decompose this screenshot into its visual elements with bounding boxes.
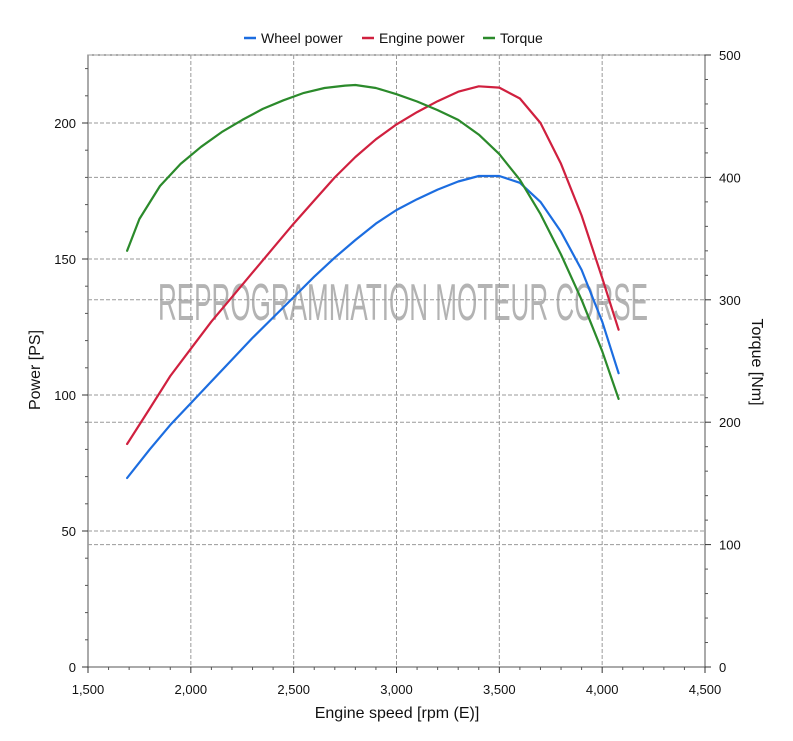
y-axis-left: 0 50 100 150 200 bbox=[54, 68, 88, 675]
y-right-tick-label: 400 bbox=[719, 170, 741, 185]
series-line-engine-power bbox=[125, 85, 620, 446]
series-line-torque bbox=[125, 83, 620, 400]
x-axis-title: Engine speed [rpm (E)] bbox=[315, 705, 480, 722]
watermark: REPROGRAMMATION MOTEUR CORSE bbox=[158, 274, 648, 332]
y-left-tick-label: 50 bbox=[62, 524, 76, 539]
legend-label-torque: Torque bbox=[500, 30, 543, 46]
legend-label-engine-power: Engine power bbox=[379, 30, 465, 46]
x-tick-label: 1,500 bbox=[72, 682, 105, 697]
x-tick-label: 2,000 bbox=[175, 682, 208, 697]
y-right-tick-label: 500 bbox=[719, 48, 741, 63]
y-left-tick-label: 150 bbox=[54, 252, 76, 267]
x-tick-label: 3,500 bbox=[483, 682, 516, 697]
x-axis: 1,500 2,000 2,500 3,000 3,500 4,000 4,500 bbox=[72, 667, 722, 697]
y-left-tick-label: 200 bbox=[54, 116, 76, 131]
watermark-text: REPROGRAMMATION MOTEUR CORSE bbox=[158, 274, 648, 332]
y-axis-left-title: Power [PS] bbox=[27, 330, 44, 410]
y-left-tick-label: 0 bbox=[69, 660, 76, 675]
x-tick-label: 4,000 bbox=[586, 682, 619, 697]
y-right-tick-label: 0 bbox=[719, 660, 726, 675]
x-tick-label: 3,000 bbox=[380, 682, 413, 697]
y-axis-right: 0 100 200 300 400 500 bbox=[705, 48, 741, 675]
y-right-tick-label: 200 bbox=[719, 415, 741, 430]
x-tick-label: 4,500 bbox=[689, 682, 722, 697]
grid-lines bbox=[88, 54, 705, 667]
series-line-wheel-power bbox=[125, 174, 620, 480]
x-tick-label: 2,500 bbox=[277, 682, 310, 697]
legend: Wheel power Engine power Torque bbox=[244, 30, 543, 46]
series-lines bbox=[125, 83, 620, 480]
y-axis-right-title: Torque [Nm] bbox=[748, 318, 765, 405]
y-right-tick-label: 300 bbox=[719, 293, 741, 308]
y-left-tick-label: 100 bbox=[54, 388, 76, 403]
legend-label-wheel-power: Wheel power bbox=[261, 30, 343, 46]
y-right-tick-label: 100 bbox=[719, 538, 741, 553]
